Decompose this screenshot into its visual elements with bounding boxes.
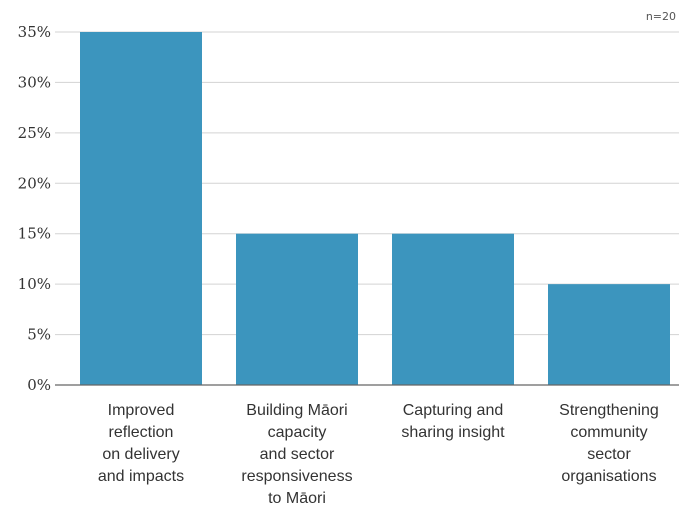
x-category-label: Strengthening community sector organisation… (539, 400, 679, 488)
y-tick-label: 30% (18, 73, 51, 91)
x-category-label: Improved reflection on delivery and impacts (71, 400, 211, 488)
x-category-label-line: organisations (561, 468, 657, 485)
x-category-label-line: Building Māori (246, 402, 348, 419)
x-category-label-line: and sector (259, 446, 335, 463)
x-category-label-line: responsiveness (241, 468, 353, 485)
y-tick-label: 5% (27, 326, 51, 344)
x-category-label-line: to Māori (268, 490, 326, 507)
y-axis-labels: 0% 5% 10% 15% 20% 25% 30% 35% (18, 23, 51, 394)
x-category-label-line: Capturing and (402, 402, 504, 419)
bars (80, 32, 670, 385)
x-category-label: Capturing and sharing insight (383, 400, 523, 444)
x-category-label-line: capacity (267, 424, 327, 441)
y-tick-label: 25% (18, 124, 51, 142)
bar (236, 233, 358, 385)
y-tick-label: 15% (18, 225, 51, 243)
y-tick-label: 20% (18, 174, 51, 192)
x-category-label-line: sharing insight (401, 424, 505, 441)
x-category-label: Building Māori capacity and sector responsi… (227, 400, 367, 510)
x-category-label-line: Improved (107, 402, 175, 419)
bar (80, 32, 202, 385)
x-category-label-line: community (570, 424, 648, 441)
x-category-label-line: Strengthening (559, 402, 659, 419)
y-tick-label: 0% (27, 376, 51, 394)
y-tick-label: 10% (18, 275, 51, 293)
sample-size-note: n=20 (646, 10, 676, 23)
bar (392, 233, 514, 385)
x-category-label-line: on delivery (102, 446, 180, 463)
x-category-label-line: reflection (108, 424, 174, 441)
x-category-label-line: and impacts (97, 468, 185, 485)
bar (548, 284, 670, 385)
y-tick-label: 35% (18, 23, 51, 41)
x-category-label-line: sector (587, 446, 631, 463)
